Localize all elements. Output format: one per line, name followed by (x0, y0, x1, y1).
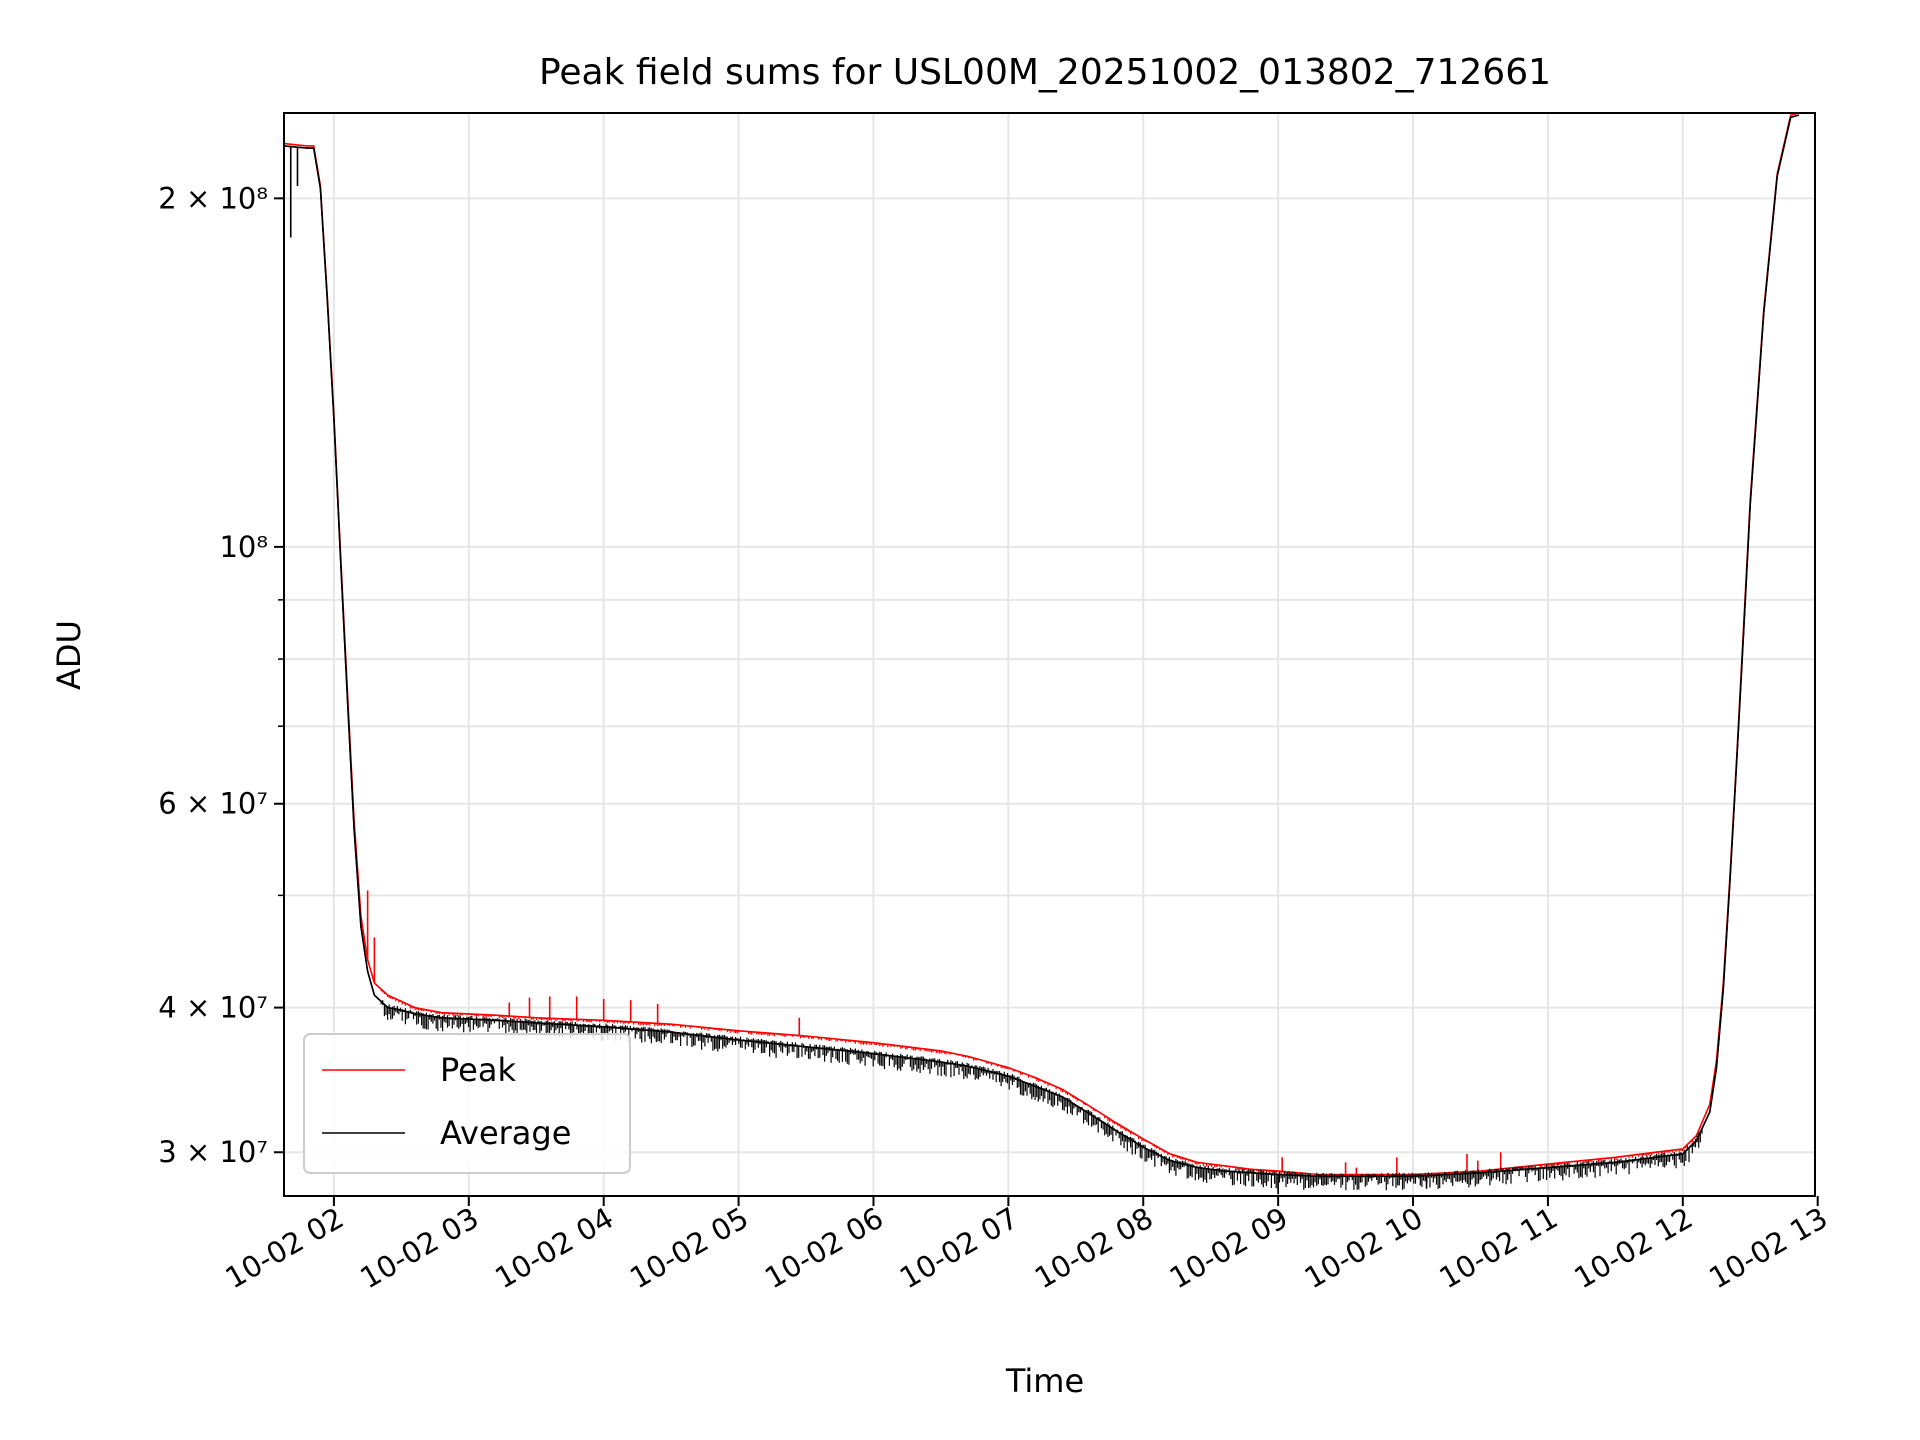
y-tick-label: 3 × 10⁷ (158, 1135, 268, 1169)
legend-box (303, 1033, 631, 1174)
average-series-overlay (284, 114, 1799, 1177)
legend: Peak Average (303, 1033, 631, 1174)
chart-title: Peak field sums for USL00M_20251002_0138… (539, 52, 1551, 93)
plot-frame (283, 112, 1816, 1197)
x-axis-label: Time (1005, 1362, 1084, 1400)
legend-peak-label: Peak (440, 1051, 516, 1089)
y-tick-label: 6 × 10⁷ (158, 787, 268, 821)
y-tick-label: 2 × 10⁸ (158, 181, 268, 215)
y-tick-label: 4 × 10⁷ (158, 991, 268, 1025)
y-tick-label: 10⁸ (219, 530, 268, 564)
series-layer (284, 113, 1800, 1195)
legend-average-label: Average (440, 1114, 571, 1152)
series-group (284, 113, 1800, 1195)
y-axis-label: ADU (50, 620, 88, 690)
